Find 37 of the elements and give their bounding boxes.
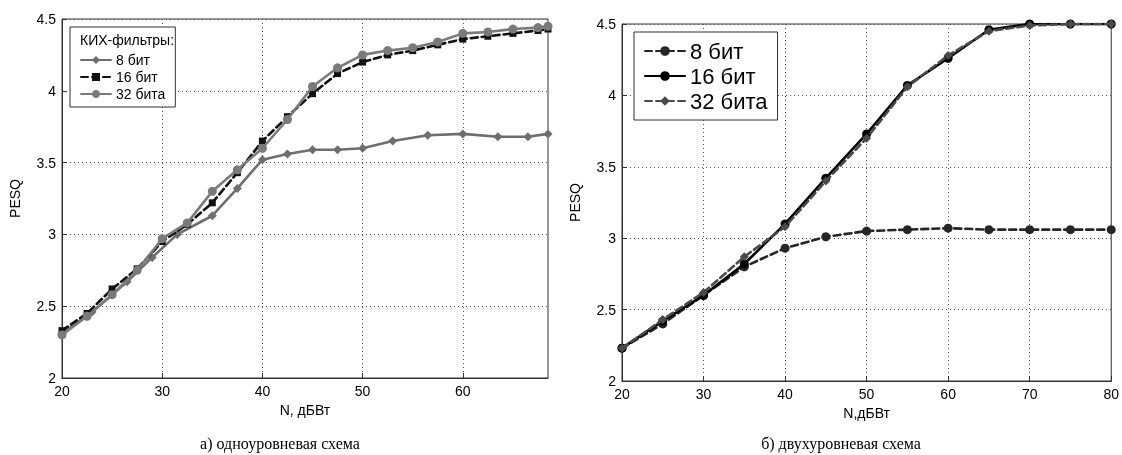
y-tick-label: 3 — [608, 230, 617, 247]
x-axis-title: N,дБВт — [843, 404, 891, 421]
x-tick-label: 80 — [1103, 386, 1120, 402]
legend-label: 32 бита — [116, 86, 166, 102]
y-tick-label: 4.5 — [596, 16, 617, 32]
y-tick-label: 4 — [48, 82, 57, 99]
y-tick-label: 2 — [608, 373, 617, 389]
x-tick-label: 20 — [54, 383, 70, 399]
x-tick-label: 60 — [455, 383, 471, 399]
x-tick-label: 60 — [940, 386, 957, 402]
legend-label: 8 бит — [690, 38, 744, 64]
x-tick-label: 30 — [154, 383, 171, 399]
legend-label: 32 бита — [690, 88, 769, 114]
x-tick-label: 50 — [354, 383, 371, 399]
legend-label: 8 бит — [116, 52, 151, 68]
y-tick-label: 3 — [48, 226, 57, 243]
x-tick-label: 20 — [614, 386, 630, 402]
y-axis-title: PESQ — [7, 178, 23, 218]
y-tick-label: 3.5 — [36, 154, 57, 171]
x-tick-label: 50 — [858, 386, 875, 402]
x-tick-label: 40 — [777, 386, 794, 402]
y-tick-label: 3.5 — [596, 158, 617, 175]
y-axis-title: PESQ — [567, 182, 583, 222]
legend-label: 16 бит — [116, 69, 159, 85]
x-tick-label: 40 — [254, 383, 271, 399]
x-tick-label: 30 — [695, 386, 712, 402]
y-tick-label: 2.5 — [36, 298, 57, 315]
x-axis-title: N, дБВт — [279, 401, 331, 418]
legend-title: КИХ-фильтры: — [80, 32, 175, 48]
text: б) двухуровневая схема — [761, 434, 921, 453]
text: а) одноуровневая схема — [200, 434, 360, 453]
legend-label: 16 бит — [690, 63, 756, 89]
y-tick-label: 4 — [608, 87, 617, 104]
x-tick-label: 70 — [1021, 386, 1038, 402]
y-tick-label: 4.5 — [36, 11, 57, 27]
y-tick-label: 2 — [48, 370, 57, 386]
y-tick-label: 2.5 — [596, 301, 617, 318]
